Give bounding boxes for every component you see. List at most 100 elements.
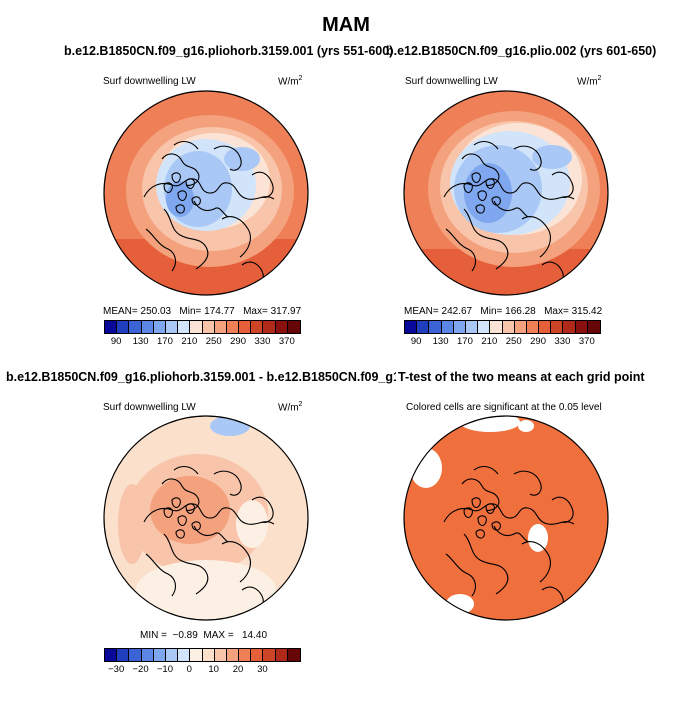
coastlines xyxy=(143,140,275,288)
colorbar-tick-label: 370 xyxy=(278,336,295,347)
colorbar-tick-label: 330 xyxy=(254,336,271,347)
map-boundary xyxy=(403,415,609,621)
map-boundary xyxy=(103,415,309,621)
panel3-stats: MIN = −0.89 MAX = 14.40 xyxy=(140,630,268,641)
colorbar-swatch xyxy=(429,321,442,333)
panel2-colorbar xyxy=(404,320,601,334)
insignificant-region xyxy=(518,420,534,432)
panel1-colorbar xyxy=(104,320,301,334)
colorbar-swatch xyxy=(275,321,288,333)
island-outline xyxy=(177,190,187,202)
coastline xyxy=(173,465,199,475)
coastline xyxy=(145,553,177,597)
panel1-stats: MEAN= 250.03 Min= 174.77 Max= 317.97 xyxy=(103,306,302,317)
coastline xyxy=(473,140,499,150)
panel1-run-title: b.e12.B1850CN.f09_g16.pliohorb.3159.001 … xyxy=(64,44,394,58)
colorbar-tick-label: 290 xyxy=(230,336,246,347)
island-outline xyxy=(463,182,473,194)
colorbar-swatch xyxy=(105,649,118,661)
island-outline xyxy=(171,172,181,184)
colorbar-swatch xyxy=(539,321,552,333)
colorbar-tick-label: 90 xyxy=(110,336,122,347)
coastline xyxy=(193,200,229,218)
panel3-run-title: b.e12.B1850CN.f09_g16.pliohorb.3159.001 … xyxy=(6,370,457,384)
colorbar-swatch xyxy=(214,649,227,661)
coastline xyxy=(551,171,574,198)
colorbar-swatch xyxy=(178,649,191,661)
island-outline xyxy=(191,196,201,206)
colorbar-tick-label: 210 xyxy=(181,336,198,347)
coastline xyxy=(163,533,209,595)
coastline xyxy=(213,145,242,171)
colorbar-swatch xyxy=(275,649,288,661)
coastline xyxy=(521,216,551,258)
colorbar-swatch xyxy=(153,321,166,333)
island-outline xyxy=(491,196,501,206)
colorbar-swatch xyxy=(117,321,130,333)
coastline xyxy=(461,153,500,186)
island-outline xyxy=(471,497,481,509)
colorbar-swatch xyxy=(129,649,142,661)
coastline xyxy=(473,465,499,475)
colorbar-swatch xyxy=(563,321,576,333)
panel4-run-title: T-test of the two means at each grid poi… xyxy=(396,370,645,384)
panel2-polar-map xyxy=(403,90,609,296)
colorbar-swatch xyxy=(551,321,564,333)
colorbar-swatch xyxy=(141,321,154,333)
coastline xyxy=(251,496,274,523)
colorbar-swatch xyxy=(202,321,215,333)
colorbar-tick-label: 370 xyxy=(578,336,595,347)
colorbar-tick-label: 0 xyxy=(186,664,192,675)
colorbar-swatch xyxy=(526,321,540,333)
figure-title: MAM xyxy=(322,14,370,36)
island-outline xyxy=(163,507,173,519)
colorbar-swatch xyxy=(239,649,252,661)
colorbar-swatch xyxy=(129,321,142,333)
island-outline xyxy=(477,190,487,202)
coastline xyxy=(463,533,509,595)
colorbar-swatch xyxy=(165,321,179,333)
colorbar-tick-label: −20 xyxy=(132,664,149,675)
coastline xyxy=(493,525,529,543)
coastline xyxy=(173,140,199,150)
colorbar-swatch xyxy=(502,321,515,333)
colorbar-tick-label: −30 xyxy=(108,664,125,675)
coastline xyxy=(445,228,477,272)
coastline xyxy=(513,470,542,496)
panel2-units: W/m2 xyxy=(577,75,602,88)
colorbar-tick-label: 250 xyxy=(205,336,222,347)
colorbar-swatch xyxy=(405,321,418,333)
panel1-units: W/m2 xyxy=(278,75,303,88)
colorbar-tick-label: 290 xyxy=(530,336,546,347)
colorbar-tick-label: 10 xyxy=(208,664,219,675)
colorbar-swatch xyxy=(263,649,276,661)
coastline xyxy=(161,153,200,186)
coastline xyxy=(213,470,242,496)
island-outline xyxy=(185,178,195,190)
coastline xyxy=(445,553,477,597)
colorbar-swatch xyxy=(226,321,240,333)
colorbar-swatch xyxy=(117,649,130,661)
coastlines xyxy=(443,465,575,613)
colorbar-tick-label: 130 xyxy=(432,336,449,347)
colorbar-swatch xyxy=(153,649,166,661)
island-outline xyxy=(463,507,473,519)
colorbar-tick-label: 90 xyxy=(410,336,422,347)
island-outline xyxy=(485,503,495,515)
coastline xyxy=(221,216,251,258)
island-outline xyxy=(185,503,195,515)
island-outline xyxy=(177,515,187,527)
panel3-colorbar xyxy=(104,648,301,662)
colorbar-swatch xyxy=(251,649,264,661)
colorbar-tick-label: 170 xyxy=(157,336,173,347)
coastline xyxy=(193,525,229,543)
colorbar-swatch xyxy=(202,649,215,661)
colorbar-swatch xyxy=(178,321,191,333)
colorbar-tick-label: 170 xyxy=(457,336,473,347)
colorbar-swatch xyxy=(165,649,179,661)
panel2-run-title: b.e12.B1850CN.f09_g16.plio.002 (yrs 601-… xyxy=(386,44,657,58)
coastline xyxy=(551,496,574,523)
coastline xyxy=(513,145,542,171)
colorbar-tick-label: 20 xyxy=(232,664,244,675)
island-outline xyxy=(485,178,495,190)
